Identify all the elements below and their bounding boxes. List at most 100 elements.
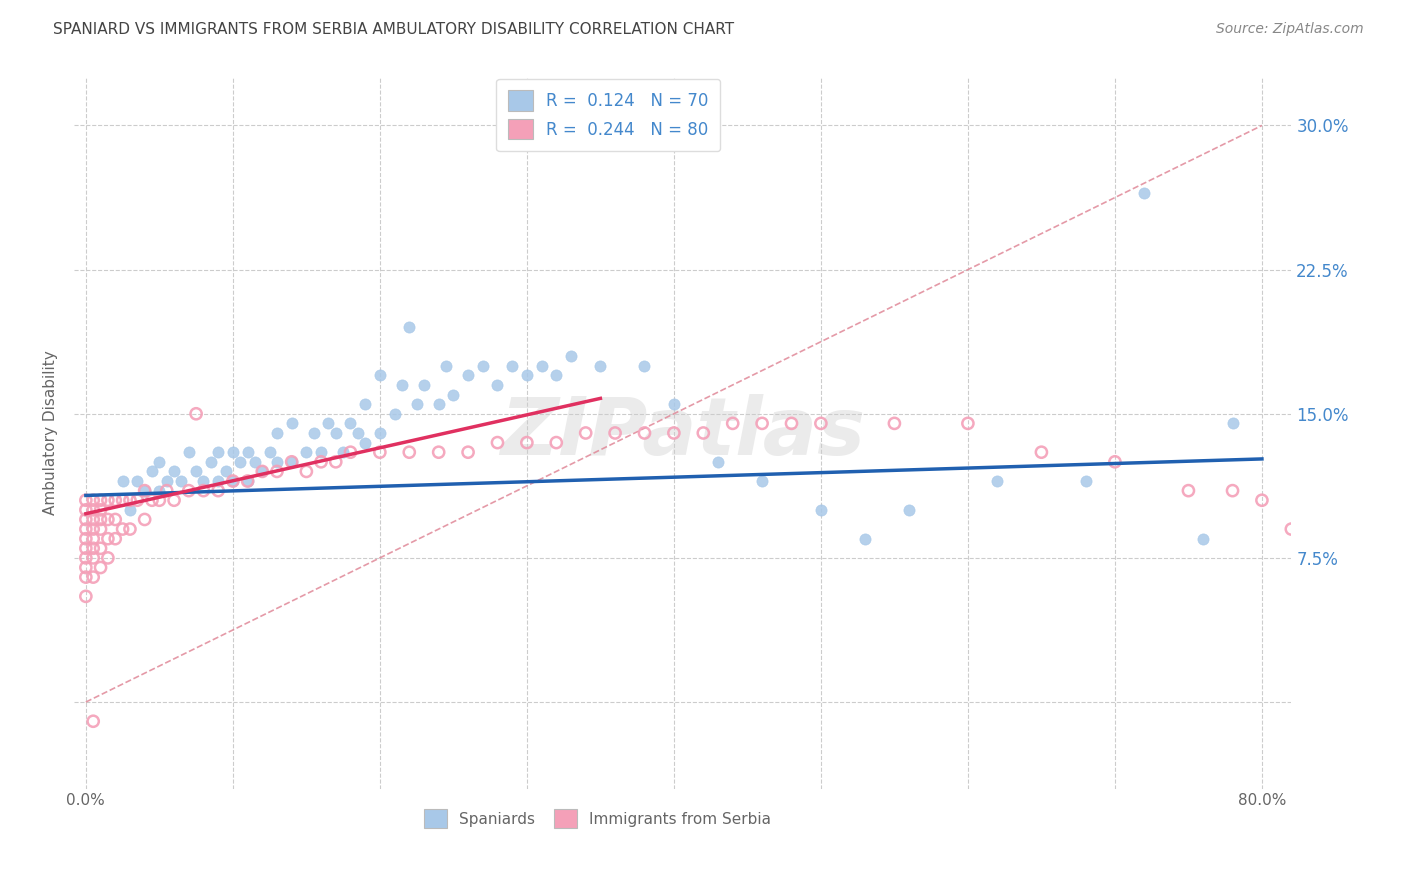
Point	[413, 378, 436, 392]
Point	[266, 464, 288, 478]
Point	[90, 522, 112, 536]
Point	[546, 368, 568, 383]
Point	[398, 445, 420, 459]
Point	[177, 483, 200, 498]
Point	[141, 493, 163, 508]
Point	[222, 474, 245, 488]
Point	[111, 493, 134, 508]
Point	[90, 541, 112, 556]
Point	[236, 474, 259, 488]
Point	[751, 417, 773, 431]
Point	[662, 425, 685, 440]
Point	[384, 407, 406, 421]
Point	[457, 445, 479, 459]
Point	[97, 512, 120, 526]
Point	[560, 349, 582, 363]
Point	[90, 503, 112, 517]
Text: ZIPatlas: ZIPatlas	[501, 394, 865, 472]
Point	[207, 445, 229, 459]
Point	[516, 368, 538, 383]
Point	[309, 445, 332, 459]
Point	[471, 359, 494, 373]
Point	[82, 714, 104, 729]
Point	[236, 445, 259, 459]
Point	[163, 464, 186, 478]
Point	[354, 435, 377, 450]
Point	[1222, 417, 1244, 431]
Point	[266, 455, 288, 469]
Point	[127, 493, 149, 508]
Point	[707, 455, 730, 469]
Point	[1251, 493, 1274, 508]
Point	[318, 417, 340, 431]
Point	[222, 474, 245, 488]
Point	[546, 435, 568, 450]
Point	[398, 320, 420, 334]
Point	[898, 503, 921, 517]
Point	[280, 455, 302, 469]
Point	[325, 455, 347, 469]
Point	[1104, 455, 1126, 469]
Point	[1279, 522, 1302, 536]
Point	[222, 445, 245, 459]
Point	[111, 474, 134, 488]
Point	[118, 493, 141, 508]
Point	[156, 474, 179, 488]
Point	[368, 425, 391, 440]
Point	[243, 455, 266, 469]
Point	[75, 550, 97, 565]
Point	[75, 541, 97, 556]
Point	[75, 560, 97, 574]
Point	[104, 493, 127, 508]
Point	[111, 522, 134, 536]
Point	[118, 503, 141, 517]
Point	[82, 570, 104, 584]
Point	[75, 503, 97, 517]
Point	[325, 425, 347, 440]
Point	[82, 522, 104, 536]
Point	[207, 483, 229, 498]
Point	[751, 474, 773, 488]
Point	[986, 474, 1008, 488]
Point	[82, 541, 104, 556]
Point	[236, 474, 259, 488]
Point	[1074, 474, 1097, 488]
Point	[295, 445, 318, 459]
Point	[170, 474, 193, 488]
Point	[302, 425, 325, 440]
Point	[82, 503, 104, 517]
Point	[75, 570, 97, 584]
Point	[82, 512, 104, 526]
Point	[280, 417, 302, 431]
Point	[633, 425, 655, 440]
Point	[75, 590, 97, 604]
Point	[207, 474, 229, 488]
Y-axis label: Ambulatory Disability: Ambulatory Disability	[44, 351, 58, 516]
Point	[956, 417, 979, 431]
Legend: Spaniards, Immigrants from Serbia: Spaniards, Immigrants from Serbia	[418, 804, 778, 834]
Point	[90, 560, 112, 574]
Point	[90, 493, 112, 508]
Point	[354, 397, 377, 411]
Point	[486, 378, 509, 392]
Point	[1177, 483, 1199, 498]
Point	[486, 435, 509, 450]
Point	[214, 464, 236, 478]
Point	[1222, 483, 1244, 498]
Point	[266, 425, 288, 440]
Point	[391, 378, 413, 392]
Point	[339, 445, 361, 459]
Point	[97, 493, 120, 508]
Point	[853, 532, 876, 546]
Point	[1192, 532, 1215, 546]
Point	[104, 512, 127, 526]
Point	[193, 474, 215, 488]
Point	[1031, 445, 1053, 459]
Point	[692, 425, 714, 440]
Point	[118, 522, 141, 536]
Point	[200, 455, 222, 469]
Point	[252, 464, 274, 478]
Point	[810, 417, 832, 431]
Point	[295, 464, 318, 478]
Point	[141, 464, 163, 478]
